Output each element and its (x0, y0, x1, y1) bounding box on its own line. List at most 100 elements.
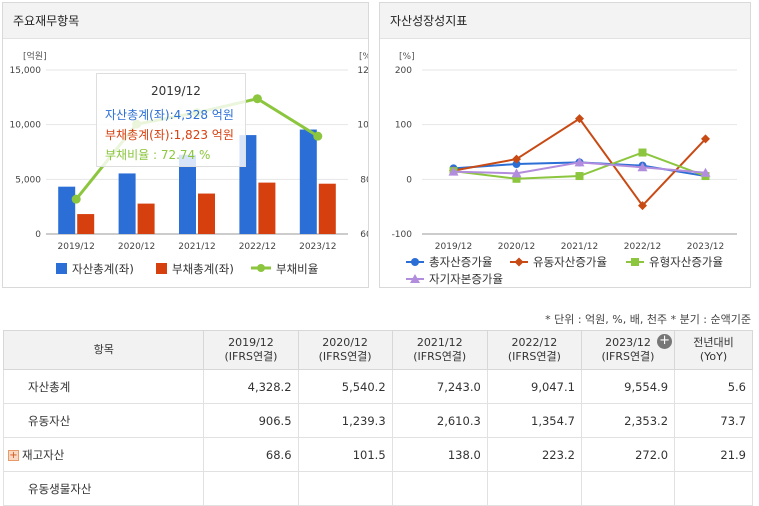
row-label-text: 유동생물자산 (28, 481, 92, 496)
bar-total-liabilities (137, 203, 155, 234)
series-point-triangle (448, 166, 459, 176)
table-cell (391, 471, 488, 506)
basis-label: (IFRS연결) (413, 350, 467, 363)
debt-ratio-point (313, 131, 323, 141)
bar-total-liabilities (198, 193, 215, 234)
series-point-diamond (512, 154, 521, 164)
y-tick-label: 10,000 (10, 121, 42, 131)
yoy-cell: 73.7 (674, 403, 753, 438)
row-label: 자산총계 (2, 369, 205, 404)
row-label-text: 재고자산 (22, 447, 65, 462)
tooltip-ratio: 부채비율 : 72.74 % (105, 148, 211, 162)
series-point-square (575, 172, 584, 181)
y2-tick-label: 100 (357, 121, 368, 131)
legend-swatch-liabilities (156, 263, 167, 274)
add-column-icon[interactable]: + (657, 334, 673, 349)
legend-label: 부채총계(좌) (172, 262, 234, 276)
basis-label: (IFRS연결) (224, 350, 278, 363)
table-cell: 1,354.7 (486, 403, 582, 438)
row-label-text: 유동자산 (28, 413, 71, 428)
row-label: 유동생물자산 (2, 471, 205, 506)
x-tick-label: 2020/12 (118, 242, 155, 252)
legend-label: 총자산증가율 (429, 255, 492, 269)
expand-icon[interactable]: + (8, 449, 19, 461)
period-header: 2021/12 (IFRS연결) (391, 330, 488, 370)
tooltip-asset: 자산총계(좌):4,328 억원 (105, 108, 234, 122)
y-tick-label: 0 (35, 230, 41, 240)
y2-tick-label: 60 (360, 230, 368, 240)
basis-label: (IFRS연결) (318, 350, 372, 363)
right-axis-unit: [%] (359, 52, 368, 62)
left-axis-unit: [억원] (23, 50, 47, 62)
table-cell: 2,353.2 (580, 403, 676, 438)
tooltip-liability: 부채총계(좌):1,823 억원 (105, 128, 234, 142)
right-chart-axis-unit: [%] (399, 52, 415, 62)
asset-growth-panel: 자산성장성지표 [%] -100 0 100 200 2019/12 2020/12 2021… (379, 2, 751, 288)
legend-label: 유형자산증가율 (649, 255, 723, 269)
table-cell: 5,540.2 (297, 369, 393, 404)
debt-ratio-point (252, 94, 262, 104)
x-tick-label: 2021/12 (561, 242, 598, 252)
key-financials-chart: [억원] [%] 0 5,000 10,000 15,000 60 80 100 120 2019/… (10, 50, 369, 276)
y-tick-label: 0 (406, 175, 412, 185)
series-point-square (512, 174, 521, 183)
x-tick-label: 2019/12 (58, 242, 95, 252)
table-cell (486, 471, 582, 506)
y-tick-label: 15,000 (10, 66, 42, 76)
series-point-diamond (575, 114, 584, 124)
key-financials-panel: 주요재무항목 [억원] [%] 0 5,000 10,000 15,000 60 80 100 1… (2, 2, 369, 288)
period-header: 2020/12 (IFRS연결) (297, 330, 393, 370)
bar-total-assets (179, 154, 196, 234)
series-point-square (638, 148, 647, 157)
table-row: + 재고자산 68.6 101.5 138.0 223.2 272.0 21.9 (2, 437, 753, 472)
y2-tick-label: 80 (360, 175, 368, 185)
y2-tick-label: 120 (357, 66, 368, 76)
yoy-cell (674, 471, 753, 506)
legend-label: 부채비율 (276, 262, 318, 276)
row-label-text: 자산총계 (28, 379, 71, 394)
financial-table: 항목 2019/12 (IFRS연결) 2020/12 (IFRS연결) 2021/… (2, 330, 753, 506)
series-point-triangle (700, 167, 711, 177)
bar-total-assets (118, 173, 136, 234)
table-cell: 9,554.9 (580, 369, 676, 404)
table-cell: 101.5 (297, 437, 393, 472)
table-cell (297, 471, 393, 506)
series-point-triangle (511, 168, 522, 178)
y-tick-label: 200 (395, 66, 412, 76)
table-cell (203, 471, 299, 506)
legend-marker (514, 257, 524, 267)
y-tick-label: -100 (392, 230, 413, 240)
table-row: 유동자산 906.5 1,239.3 2,610.3 1,354.7 2,353.2 73.… (2, 403, 753, 438)
row-label: + 재고자산 (2, 437, 205, 472)
period-label: 2019/12 (228, 336, 274, 349)
legend-swatch-assets (56, 263, 67, 274)
period-header: 2023/12 (IFRS연결) + (580, 330, 676, 370)
yoy-cell: 21.9 (674, 437, 753, 472)
asset-growth-title: 자산성장성지표 (380, 3, 750, 39)
yoy-header: 전년대비 (YoY) (674, 330, 753, 370)
legend-marker (631, 258, 639, 266)
period-label: 2022/12 (511, 336, 558, 349)
table-header-row: 항목 2019/12 (IFRS연결) 2020/12 (IFRS연결) 2021/… (2, 330, 753, 370)
legend-marker (410, 274, 420, 283)
period-header: 2019/12 (IFRS연결) (203, 330, 299, 370)
item-header: 항목 (2, 330, 205, 370)
x-tick-label: 2022/12 (239, 242, 276, 252)
x-tick-label: 2023/12 (687, 242, 724, 252)
unit-note: * 단위 : 억원, %, 배, 천주 * 분기 : 순액기준 (545, 313, 751, 326)
yoy-label: 전년대비 (693, 336, 734, 349)
table-cell: 9,047.1 (486, 369, 582, 404)
series-point-triangle (637, 162, 648, 172)
table-cell: 138.0 (391, 437, 488, 472)
table-cell: 2,610.3 (391, 403, 488, 438)
series-point-diamond (638, 201, 647, 211)
bar-total-liabilities (77, 214, 95, 234)
table-cell: 4,328.2 (203, 369, 299, 404)
table-row: 유동생물자산 (2, 471, 753, 506)
table-cell: 68.6 (203, 437, 299, 472)
debt-ratio-point (71, 194, 81, 204)
table-cell (580, 471, 676, 506)
basis-label: (IFRS연결) (601, 350, 655, 363)
yoy-sub-label: (YoY) (699, 350, 728, 363)
key-financials-title: 주요재무항목 (3, 3, 368, 39)
